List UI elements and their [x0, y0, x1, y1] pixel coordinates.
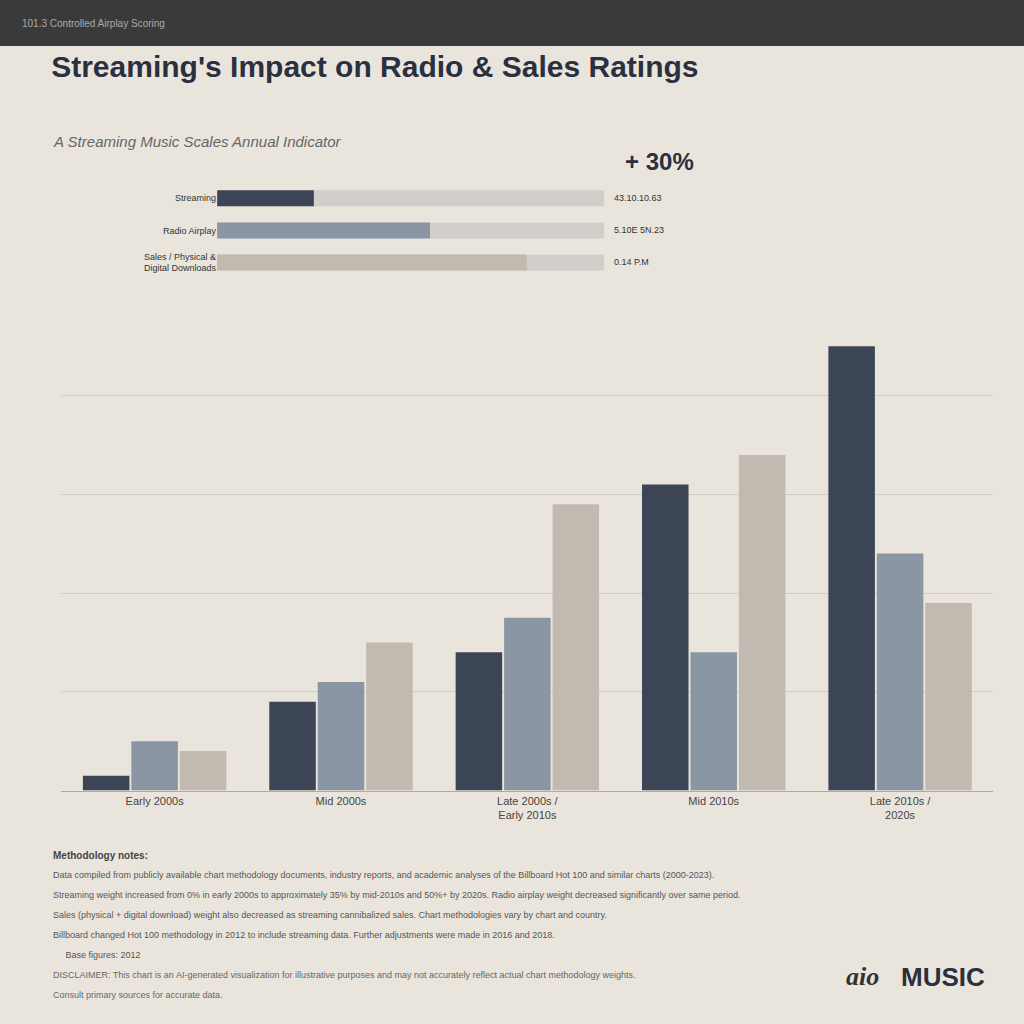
svg-text:Base figures: 2012: Base figures: 2012: [53, 950, 141, 960]
svg-text:Late 2010s /2020s: Late 2010s /2020s: [870, 795, 931, 821]
svg-text:101.3 Controlled Airplay Scori: 101.3 Controlled Airplay Scoring: [22, 18, 165, 29]
svg-text:A Streaming Music Scales Annua: A Streaming Music Scales Annual Indicato…: [53, 133, 342, 150]
svg-text:Streaming's Impact on Radio &: Streaming's Impact on Radio & Sales Rati…: [51, 50, 698, 83]
svg-text:Radio Airplay: Radio Airplay: [163, 226, 217, 236]
svg-text:Consult primary sources for ac: Consult primary sources for accurate dat…: [53, 990, 223, 1000]
svg-text:Sales (physical + digital down: Sales (physical + digital download) weig…: [53, 910, 607, 920]
svg-text:Late 2000s /Early 2010s: Late 2000s /Early 2010s: [497, 795, 558, 821]
svg-text:+ 30%: + 30%: [625, 148, 694, 175]
svg-text:0.14 P.M: 0.14 P.M: [614, 257, 649, 267]
svg-text:Mid 2010s: Mid 2010s: [688, 795, 739, 807]
svg-text:Streaming weight increased fro: Streaming weight increased from 0% in ea…: [53, 890, 741, 900]
svg-text:MUSIC: MUSIC: [901, 962, 985, 992]
svg-text:Early 2000s: Early 2000s: [126, 795, 185, 807]
svg-text:Mid 2000s: Mid 2000s: [316, 795, 367, 807]
svg-text:Methodology notes:: Methodology notes:: [53, 850, 148, 861]
svg-text:aio: aio: [846, 962, 879, 991]
svg-text:Data compiled from publicly av: Data compiled from publicly available ch…: [53, 870, 714, 880]
svg-text:Billboard changed Hot 100 meth: Billboard changed Hot 100 methodology in…: [53, 930, 555, 940]
svg-text:5.10E 5N.23: 5.10E 5N.23: [614, 225, 664, 235]
svg-text:Sales / Physical &Digital Down: Sales / Physical &Digital Downloads: [144, 252, 217, 274]
svg-text:DISCLAIMER: This chart is an A: DISCLAIMER: This chart is an AI-generate…: [53, 970, 636, 980]
svg-text:43.10.10.63: 43.10.10.63: [614, 193, 662, 203]
svg-text:Streaming: Streaming: [175, 193, 216, 203]
